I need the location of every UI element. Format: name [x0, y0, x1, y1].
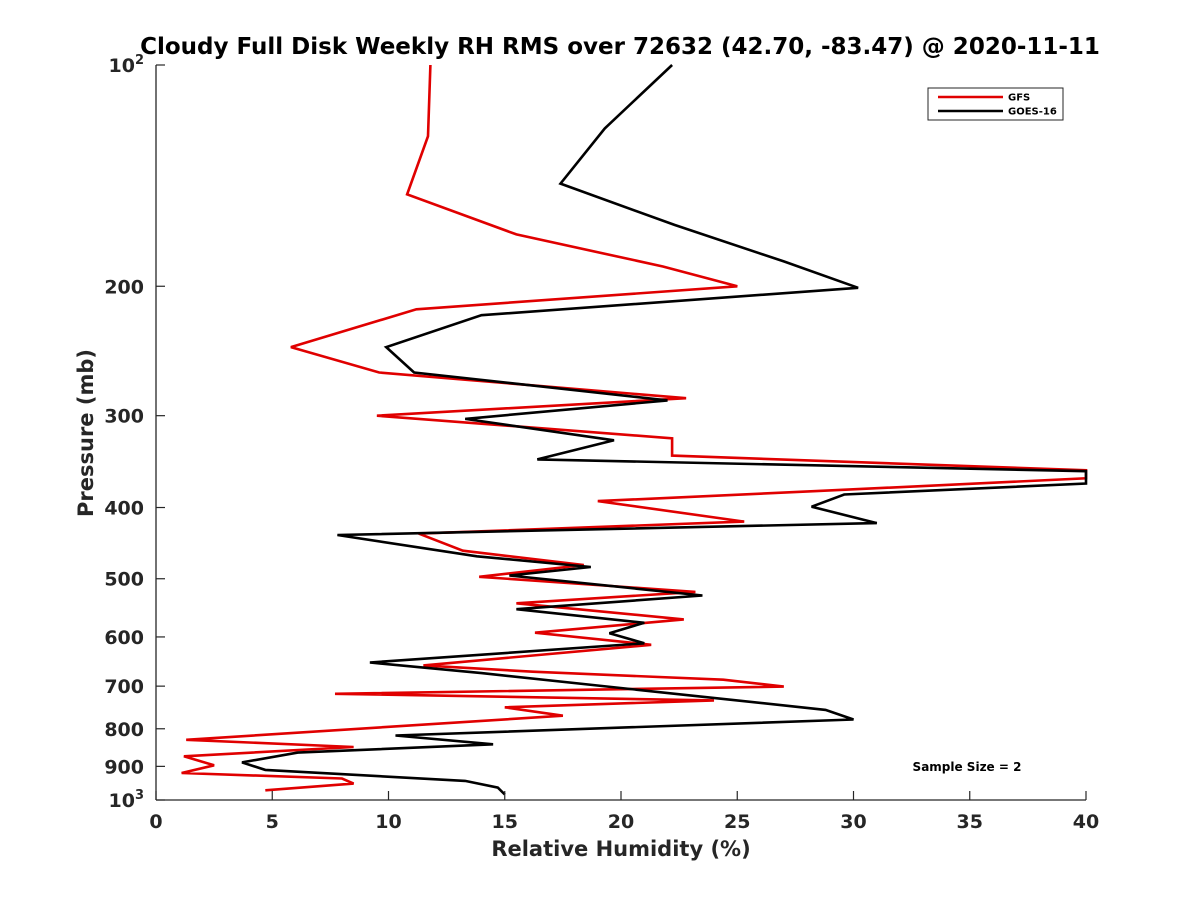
y-tick-label: 103	[109, 788, 145, 812]
x-axis-label: Relative Humidity (%)	[491, 837, 750, 861]
y-axis-label: Pressure (mb)	[74, 349, 98, 517]
legend-label-gfs: GFS	[1008, 93, 1030, 104]
y-tick-label: 700	[104, 676, 144, 698]
x-tick-label: 30	[840, 811, 866, 833]
x-tick-label: 25	[724, 811, 750, 833]
x-tick-label: 40	[1073, 811, 1099, 833]
sample-size-annotation: Sample Size = 2	[913, 760, 1022, 774]
y-tick-label: 600	[104, 627, 144, 649]
x-tick-label: 35	[957, 811, 983, 833]
y-tick-label: 900	[104, 756, 144, 778]
x-tick-label: 15	[492, 811, 518, 833]
y-tick-label: 800	[104, 719, 144, 741]
legend: GFS GOES-16	[927, 87, 1064, 121]
series-line-goes16	[241, 64, 1088, 796]
y-tick-label: 400	[104, 498, 144, 520]
chart-title: Cloudy Full Disk Weekly RH RMS over 7263…	[140, 34, 1100, 60]
series-line-gfs	[181, 64, 1088, 792]
plot-area: 0 5 10 15 20 25 30 35 40 102 200 300 400 500 600 700 80…	[104, 53, 1099, 833]
y-tick-label: 300	[104, 406, 144, 428]
y-tick-label: 200	[104, 276, 144, 298]
x-tick-label: 20	[608, 811, 634, 833]
x-ticks: 0 5 10 15 20 25 30 35 40	[149, 791, 1099, 833]
x-tick-label: 5	[266, 811, 279, 833]
y-tick-label: 102	[109, 53, 145, 77]
x-tick-label: 0	[149, 811, 162, 833]
legend-label-goes16: GOES-16	[1008, 107, 1057, 118]
y-ticks: 102 200 300 400 500 600 700 800 900 103	[104, 53, 165, 812]
legend-box	[927, 87, 1064, 121]
series-layer	[181, 64, 1088, 796]
x-tick-label: 10	[375, 811, 401, 833]
y-tick-label: 500	[104, 569, 144, 591]
